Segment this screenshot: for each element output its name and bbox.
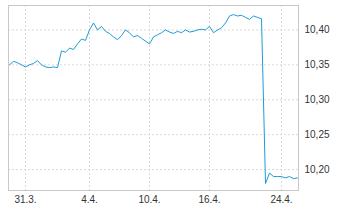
svg-text:4.4.: 4.4. bbox=[81, 194, 98, 205]
svg-text:10,25: 10,25 bbox=[305, 129, 330, 140]
svg-text:16.4.: 16.4. bbox=[198, 194, 220, 205]
svg-text:24.4.: 24.4. bbox=[270, 194, 292, 205]
svg-text:10.4.: 10.4. bbox=[138, 194, 160, 205]
svg-text:31.3.: 31.3. bbox=[14, 194, 36, 205]
svg-text:10,35: 10,35 bbox=[305, 59, 330, 70]
svg-text:10,40: 10,40 bbox=[305, 24, 330, 35]
svg-text:10,30: 10,30 bbox=[305, 94, 330, 105]
svg-text:10,20: 10,20 bbox=[305, 164, 330, 175]
